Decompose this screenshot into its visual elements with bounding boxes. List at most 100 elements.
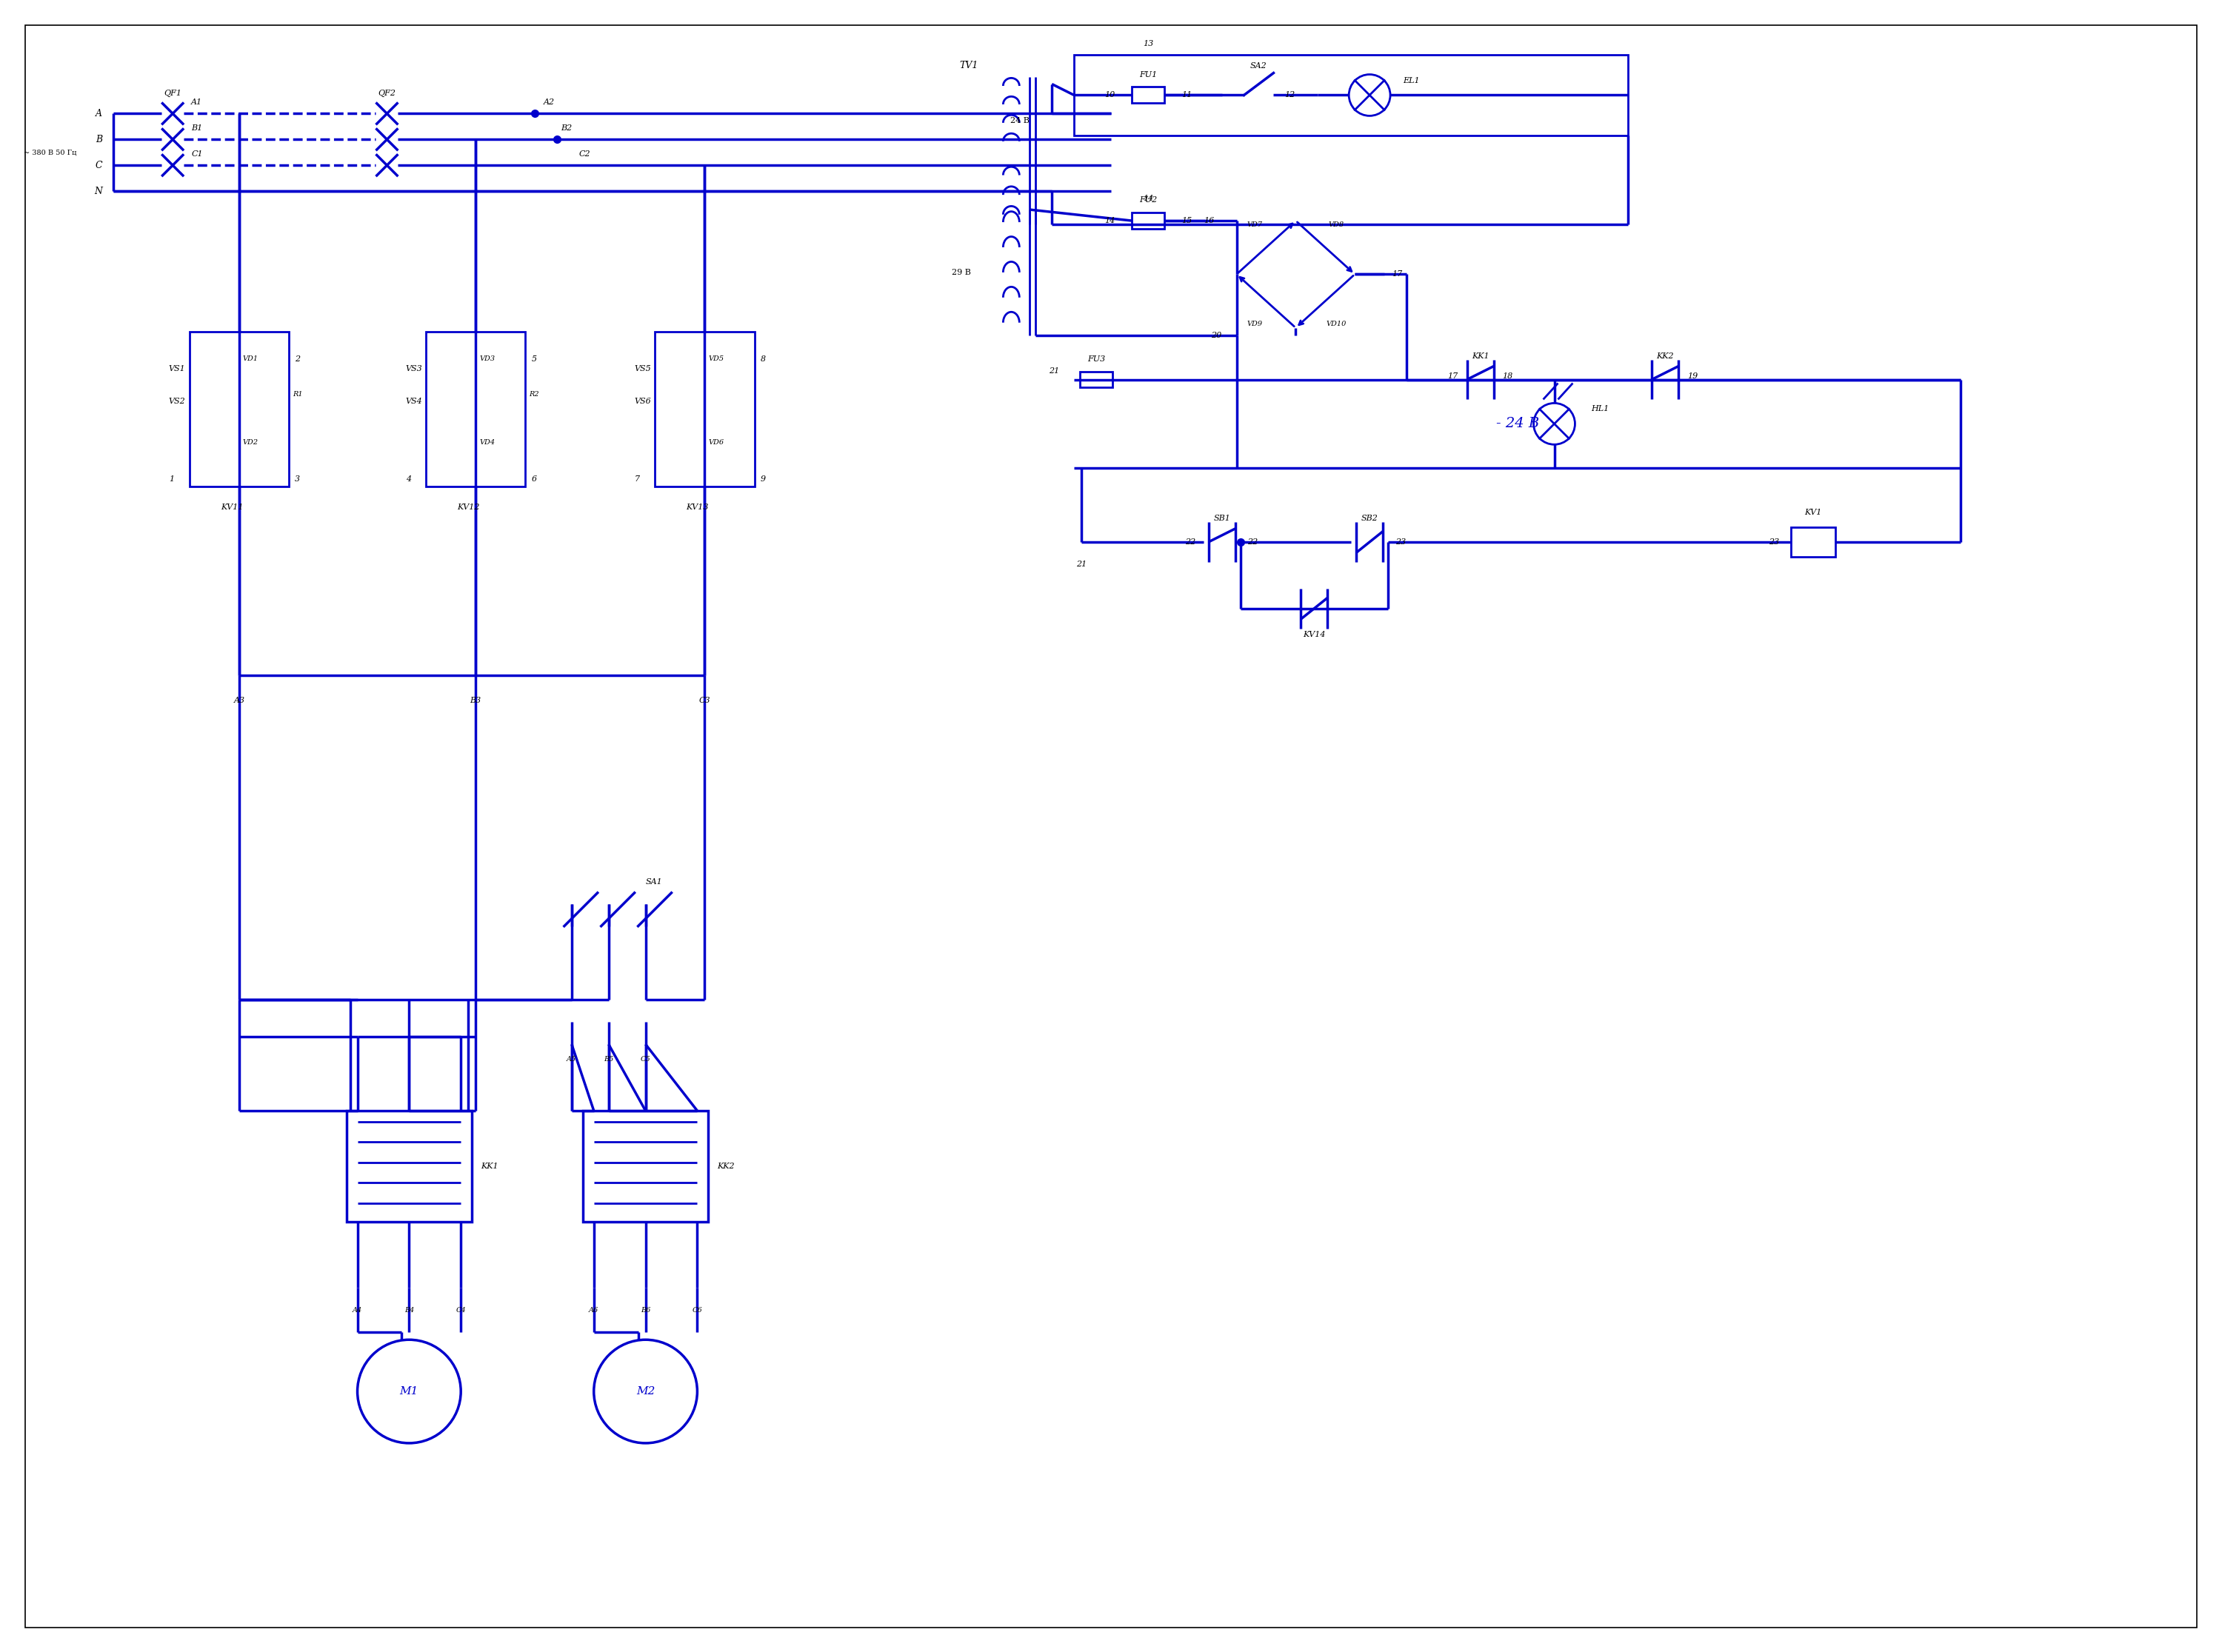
Text: VS3: VS3 <box>404 365 422 372</box>
Text: 3: 3 <box>296 476 300 482</box>
Text: VS4: VS4 <box>404 398 422 405</box>
Text: 12: 12 <box>1284 91 1295 99</box>
Text: KV12: KV12 <box>458 504 480 510</box>
Text: FU3: FU3 <box>1087 355 1104 362</box>
Text: QF2: QF2 <box>378 89 396 97</box>
Text: VS6: VS6 <box>633 398 651 405</box>
Text: EL1: EL1 <box>1402 76 1420 84</box>
Text: 24 В: 24 В <box>1011 117 1029 124</box>
Text: C2: C2 <box>580 150 591 159</box>
Text: VD7: VD7 <box>1247 221 1262 228</box>
Text: ~ 380 В 50 Гц: ~ 380 В 50 Гц <box>24 149 76 155</box>
Text: C5: C5 <box>640 1056 651 1062</box>
Text: 22: 22 <box>1249 539 1258 545</box>
Text: 17: 17 <box>1391 271 1402 278</box>
Text: VD9: VD9 <box>1247 320 1262 327</box>
Text: KK1: KK1 <box>480 1163 498 1170</box>
Bar <box>1073 55 1629 135</box>
Text: C: C <box>96 160 102 170</box>
Text: FU2: FU2 <box>1140 197 1158 203</box>
Text: HL1: HL1 <box>1591 405 1609 413</box>
Bar <box>347 1110 471 1221</box>
Text: 13: 13 <box>1142 40 1153 48</box>
Bar <box>189 332 289 487</box>
Text: KV13: KV13 <box>687 504 709 510</box>
Text: 14: 14 <box>1104 216 1115 225</box>
Text: A: A <box>96 109 102 119</box>
Text: SA2: SA2 <box>1251 61 1267 69</box>
Text: 22: 22 <box>1184 539 1195 545</box>
Text: VD4: VD4 <box>480 439 496 446</box>
Text: VD3: VD3 <box>480 355 496 362</box>
Text: - 24 В: - 24 В <box>1495 418 1540 431</box>
Text: 23: 23 <box>1395 539 1407 545</box>
Text: QF1: QF1 <box>164 89 182 97</box>
Text: KK1: KK1 <box>1471 352 1489 360</box>
Text: R1: R1 <box>293 392 302 398</box>
Text: 11: 11 <box>1182 91 1191 99</box>
Text: 10: 10 <box>1104 91 1115 99</box>
Text: R2: R2 <box>529 392 540 398</box>
Text: A2: A2 <box>544 99 556 106</box>
Text: VD8: VD8 <box>1329 221 1344 228</box>
Text: B1: B1 <box>191 124 202 132</box>
Text: KK2: KK2 <box>718 1163 735 1170</box>
Text: B5: B5 <box>604 1056 613 1062</box>
Text: VS1: VS1 <box>169 365 187 372</box>
Text: B4: B4 <box>404 1307 413 1313</box>
Text: SB1: SB1 <box>1213 515 1231 522</box>
Text: 19: 19 <box>1686 372 1698 380</box>
Text: 7: 7 <box>635 476 640 482</box>
Text: VD1: VD1 <box>242 355 258 362</box>
Text: TV1: TV1 <box>960 61 978 71</box>
Text: 23: 23 <box>1769 539 1780 545</box>
Text: KV14: KV14 <box>1302 631 1327 638</box>
Text: SA1: SA1 <box>647 879 662 885</box>
Text: 14: 14 <box>1142 195 1153 202</box>
Text: C3: C3 <box>700 697 711 704</box>
Text: VD6: VD6 <box>709 439 724 446</box>
Text: 29 В: 29 В <box>951 269 971 276</box>
Text: 18: 18 <box>1502 372 1513 380</box>
Text: VD5: VD5 <box>709 355 724 362</box>
Bar <box>655 332 755 487</box>
Text: VS5: VS5 <box>633 365 651 372</box>
Text: SB2: SB2 <box>1362 515 1378 522</box>
Text: 6: 6 <box>531 476 538 482</box>
Text: M2: M2 <box>635 1386 655 1396</box>
Text: 2: 2 <box>296 355 300 362</box>
Bar <box>1080 372 1113 388</box>
Text: A3: A3 <box>233 697 244 704</box>
Text: C4: C4 <box>456 1307 467 1313</box>
Text: 21: 21 <box>1049 367 1060 375</box>
Text: 17: 17 <box>1449 372 1458 380</box>
Text: C6: C6 <box>693 1307 702 1313</box>
Text: KV11: KV11 <box>220 504 242 510</box>
Text: 9: 9 <box>760 476 767 482</box>
Text: KV1: KV1 <box>1804 509 1822 515</box>
Text: 21: 21 <box>1075 560 1087 568</box>
Text: A1: A1 <box>191 99 202 106</box>
Bar <box>1131 88 1164 102</box>
Text: B3: B3 <box>471 697 482 704</box>
Text: B2: B2 <box>560 124 571 132</box>
Text: M1: M1 <box>400 1386 418 1396</box>
Bar <box>427 332 524 487</box>
Text: A4: A4 <box>353 1307 362 1313</box>
Text: C1: C1 <box>191 150 202 159</box>
Text: A6: A6 <box>589 1307 598 1313</box>
Text: KK2: KK2 <box>1655 352 1673 360</box>
Text: B: B <box>96 134 102 144</box>
Text: N: N <box>93 187 102 197</box>
Text: 1: 1 <box>169 476 176 482</box>
Bar <box>1791 527 1835 557</box>
Text: VD10: VD10 <box>1327 320 1347 327</box>
Text: VS2: VS2 <box>169 398 187 405</box>
Text: VD2: VD2 <box>242 439 258 446</box>
Text: 5: 5 <box>531 355 538 362</box>
Text: FU1: FU1 <box>1140 71 1158 78</box>
Text: 4: 4 <box>407 476 411 482</box>
Text: 15: 15 <box>1182 216 1191 225</box>
Text: 8: 8 <box>760 355 767 362</box>
Text: A5: A5 <box>567 1056 575 1062</box>
